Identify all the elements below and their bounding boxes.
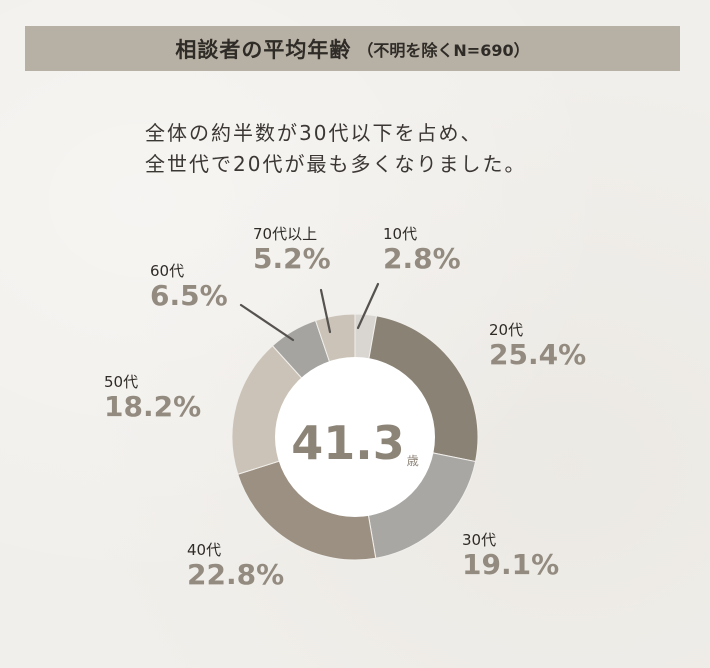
label-40s-category: 40代 [187,541,222,559]
label-70s-percent: 5.2% [253,242,331,275]
label-10s-category: 10代 [383,225,418,243]
donut-slices [231,313,479,561]
label-40s-percent: 22.8% [187,558,285,591]
label-30s: 30代 19.1% [462,532,559,581]
label-50s-category: 50代 [104,373,139,391]
label-60s-category: 60代 [150,262,185,280]
leader-lines [239,282,380,342]
label-70s-category: 70代以上 [253,225,318,243]
donut-hole [275,357,435,517]
chart-title: 相談者の平均年齢 [175,37,352,62]
label-60s: 60代 6.5% [150,263,228,312]
leader-line-70s [319,288,332,334]
average-age-value: 41.3 [291,416,405,470]
label-10s-percent: 2.8% [383,242,461,275]
description-line-1: 全体の約半数が30代以下を占め、 [145,121,483,145]
leader-line-60s [239,303,295,342]
chart-title-bar: 相談者の平均年齢 （不明を除くN=690） [25,26,680,71]
chart-description: 全体の約半数が30代以下を占め、 全世代で20代が最も多くなりました。 [145,118,526,180]
label-10s: 10代 2.8% [383,226,461,275]
label-50s: 50代 18.2% [104,374,201,423]
label-60s-percent: 6.5% [150,279,228,312]
label-20s-category: 20代 [489,321,524,339]
average-age-unit: 歳 [406,454,419,468]
label-40s: 40代 22.8% [187,542,284,591]
label-50s-percent: 18.2% [104,390,202,423]
label-20s-percent: 25.4% [489,338,587,371]
label-30s-category: 30代 [462,531,497,549]
average-age: 41.3 歳 [275,398,435,478]
label-30s-percent: 19.1% [462,548,560,581]
description-line-2: 全世代で20代が最も多くなりました。 [145,152,527,176]
label-70s-plus: 70代以上 5.2% [253,226,331,275]
chart-sample-size: （不明を除くN=690） [357,40,530,60]
leader-line-10s [356,282,380,330]
label-20s: 20代 25.4% [489,322,586,371]
